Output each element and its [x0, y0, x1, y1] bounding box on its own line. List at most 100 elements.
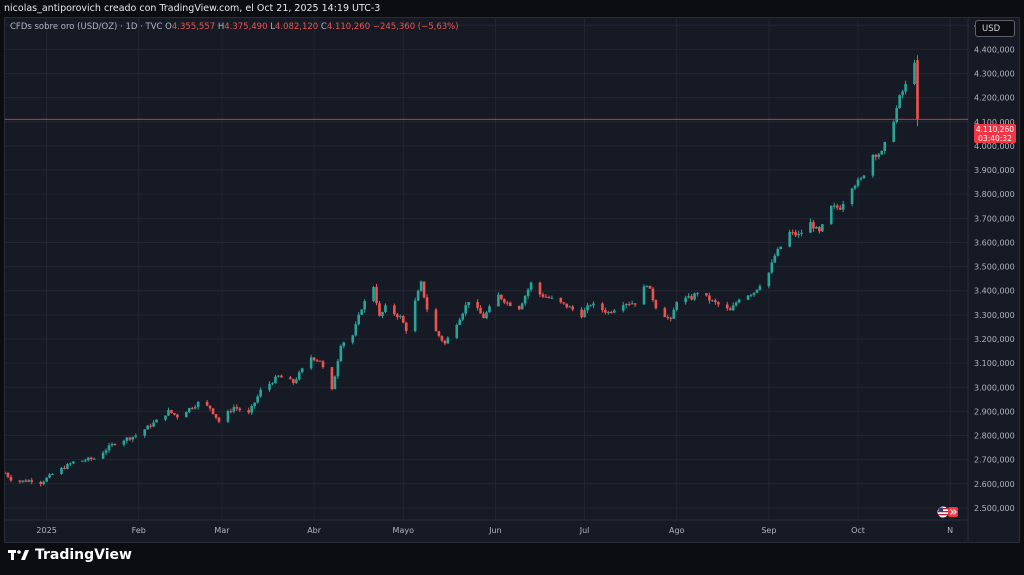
candle-body: [440, 335, 444, 341]
candle-body: [455, 324, 459, 338]
y-tick-label: 4.400,000: [974, 45, 1015, 54]
y-tick-label: 4.100,000: [974, 118, 1015, 127]
candle-body: [125, 437, 129, 441]
chart-panel[interactable]: 2.500,000 2.600,000 2.700,000 2.800,000 2.90…: [4, 17, 1020, 543]
candle-body: [363, 301, 366, 310]
candle-body: [384, 305, 387, 313]
candle-body: [173, 413, 176, 415]
candle-body: [419, 281, 423, 291]
candle-body: [797, 233, 800, 236]
x-tick-label: Abr: [307, 526, 322, 535]
y-tick-label: 3.000,000: [974, 383, 1015, 392]
candle-body: [645, 285, 649, 287]
candle-body: [45, 477, 48, 482]
candle-body: [821, 224, 824, 232]
candle-body: [321, 361, 325, 368]
candle-body: [589, 305, 592, 307]
candle-body: [393, 305, 396, 315]
candle-body: [271, 383, 274, 385]
chart-canvas[interactable]: 2.500,000 2.600,000 2.700,000 2.800,000 2.90…: [5, 18, 1019, 542]
candle-body: [749, 294, 753, 296]
candle-body: [497, 294, 500, 307]
candle-body: [607, 312, 610, 314]
candle-body: [42, 481, 45, 485]
candle-body: [217, 417, 221, 422]
candle-body: [309, 357, 313, 369]
candle-body: [375, 287, 378, 304]
candle-body: [818, 227, 821, 232]
candle-body: [725, 304, 729, 309]
candle-body: [624, 304, 628, 306]
candle-body: [443, 340, 447, 344]
candle-body: [176, 414, 179, 418]
tradingview-brand[interactable]: TradingView: [8, 547, 132, 563]
candle-body: [690, 296, 693, 300]
candle-body: [21, 480, 25, 482]
candle-body: [404, 322, 408, 332]
candle-body: [83, 460, 87, 462]
candle-body: [627, 304, 631, 306]
y-tick-label: 3.500,000: [974, 263, 1015, 272]
currency-button[interactable]: USD: [975, 20, 1015, 37]
candle-body: [550, 297, 554, 299]
y-tick-label: 3.400,000: [974, 287, 1015, 296]
candle-body: [399, 316, 402, 318]
candle-body: [812, 222, 815, 229]
candle-body: [214, 414, 218, 418]
candle-body: [520, 303, 524, 310]
y-tick-label: 2.700,000: [974, 456, 1015, 465]
candle-body: [547, 296, 551, 298]
candle-body: [425, 297, 429, 310]
candle-body: [193, 406, 197, 409]
x-tick-label: Mar: [214, 526, 230, 535]
candle-body: [48, 474, 51, 478]
candle-body: [696, 293, 699, 295]
high-label: H: [217, 22, 225, 32]
candle-body: [901, 91, 904, 96]
candle-body: [333, 376, 337, 390]
x-tick-label: 2025: [36, 526, 56, 535]
low-label: L: [270, 22, 275, 32]
candle-body: [853, 185, 857, 189]
candle-body: [904, 83, 907, 92]
candle-body: [565, 303, 569, 308]
candle-body: [898, 95, 901, 109]
candle-body: [300, 368, 304, 373]
open-value: 4.355,557: [171, 22, 216, 32]
candle-body: [413, 300, 417, 332]
candle-body: [877, 154, 881, 157]
y-tick-label: 2.900,000: [974, 407, 1015, 416]
candle-body: [336, 361, 340, 377]
candle-body: [479, 308, 482, 314]
candle-body: [152, 422, 155, 427]
candle-body: [517, 305, 521, 310]
x-tick-label: Jun: [488, 526, 502, 535]
candle-body: [280, 375, 283, 378]
y-tick-label: 2.800,000: [974, 432, 1015, 441]
candle-body: [862, 175, 866, 179]
candle-body: [274, 376, 277, 384]
candle-body: [381, 312, 384, 316]
candle-body: [815, 227, 818, 229]
y-tick-label: 4.300,000: [974, 70, 1015, 79]
close-label: C: [320, 22, 327, 32]
candle-body: [113, 444, 117, 446]
symbol-legend[interactable]: CFDs sobre oro (USD/OZ) · 1D · TVC O4.35…: [10, 22, 459, 32]
candle-body: [755, 289, 759, 293]
y-tick-label: 2.600,000: [974, 480, 1015, 489]
symbol-title[interactable]: CFDs sobre oro (USD/OZ) · 1D · TVC: [10, 22, 163, 32]
y-tick-label: 3.100,000: [974, 359, 1015, 368]
candle-body: [832, 205, 836, 207]
candle-body: [752, 292, 756, 295]
candle-body: [508, 302, 512, 306]
y-tick-label: 3.600,000: [974, 238, 1015, 247]
candle-body: [294, 379, 298, 383]
candle-body: [571, 306, 574, 310]
candle-body: [770, 262, 774, 273]
candle-body: [170, 410, 173, 414]
candle-body: [601, 303, 604, 311]
candle-body: [27, 480, 31, 482]
candle-body: [446, 337, 450, 344]
us-flag-icon[interactable]: [937, 506, 959, 518]
candle-body: [895, 108, 898, 122]
